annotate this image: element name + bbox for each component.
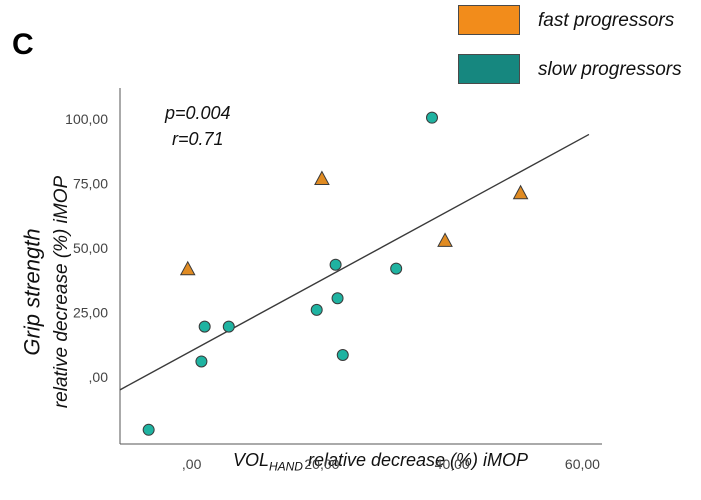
data-point-slow-progressor [329, 258, 342, 271]
y-tick-label: 75,00 [73, 175, 108, 191]
data-point-slow-progressor [195, 355, 208, 368]
p-value-annotation: p=0.004 [164, 103, 231, 123]
x-tick-label: 40,00 [435, 456, 470, 472]
axes [119, 88, 602, 445]
data-point-slow-progressor [425, 111, 438, 124]
x-axis-label-rest: relative decrease (%) iMOP [302, 450, 529, 470]
data-point-slow-progressor [222, 320, 235, 333]
legend-label-fast: fast progressors [538, 10, 675, 31]
data-point-slow-progressor [331, 292, 344, 305]
regression-line [119, 133, 590, 391]
data-points [142, 111, 529, 436]
legend-swatch-slow [458, 54, 520, 84]
data-point-fast-progressor [179, 260, 196, 276]
x-tick-label: 60,00 [565, 456, 600, 472]
data-point-fast-progressor [437, 232, 453, 247]
r-value-annotation: r=0.71 [172, 129, 224, 149]
y-tick-label: 100,00 [65, 111, 108, 127]
data-point-slow-progressor [142, 423, 155, 436]
x-axis-label-main: VOL [232, 450, 269, 470]
data-point-slow-progressor [310, 303, 323, 316]
x-tick-label: ,00 [182, 456, 202, 472]
regression-line-group [119, 133, 590, 391]
data-point-slow-progressor [390, 262, 403, 275]
annotations: p=0.004 r=0.71 [164, 103, 231, 149]
x-axis-label-subscript: HAND [268, 459, 303, 474]
data-point-slow-progressor [198, 320, 211, 333]
y-tick-label: 50,00 [73, 240, 108, 256]
legend-label-slow: slow progressors [538, 59, 682, 80]
x-tick-label: 20,00 [304, 456, 339, 472]
panel-letter: C [12, 28, 34, 61]
y-tick-label: 25,00 [73, 304, 108, 320]
y-tick-label: ,00 [89, 369, 109, 385]
legend-swatch-fast [458, 5, 520, 35]
data-point-fast-progressor [314, 170, 330, 186]
x-axis-label: VOLHAND relative decrease (%) iMOP [0, 450, 701, 474]
tick-labels: ,00 25,00 50,00 75,00 100,00 ,00 20,00 40,00 60,… [65, 111, 600, 472]
data-point-slow-progressor [336, 349, 349, 361]
data-point-fast-progressor [512, 184, 529, 200]
